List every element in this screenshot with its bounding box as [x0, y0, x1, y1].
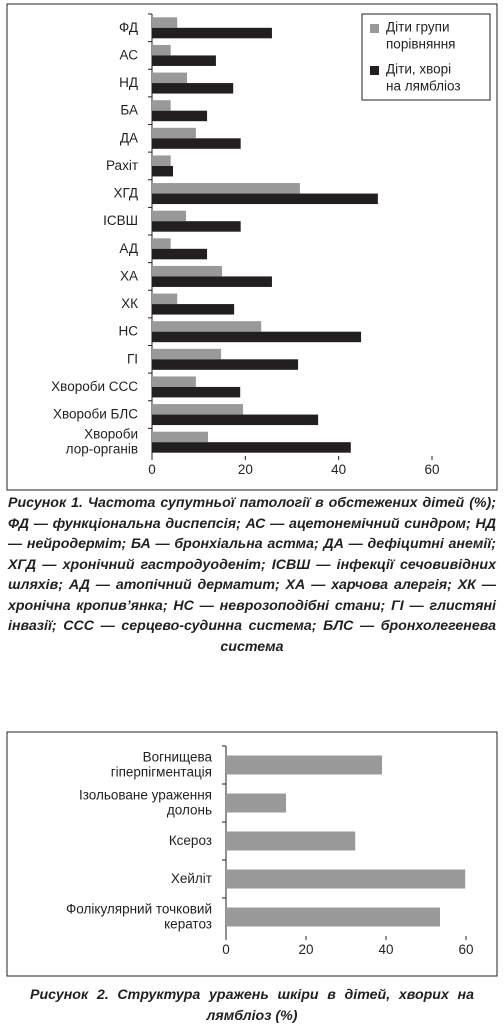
bar: [152, 44, 171, 56]
bar: [152, 348, 222, 360]
bar: [152, 193, 378, 205]
bar: [152, 210, 187, 222]
y-tick-label: Ізольоване ураження долонь: [79, 787, 212, 817]
legend-label: Діти, хворі на лямбліоз: [386, 61, 461, 93]
y-tick-label: ДА: [120, 130, 138, 145]
figure-caption: Рисунок 2. Структура уражень шкіри в діт…: [30, 987, 474, 1024]
bar: [152, 55, 216, 66]
bar: [152, 72, 187, 84]
y-tick-label: ІСВШ: [103, 213, 138, 228]
chart-frame: [6, 3, 498, 491]
y-tick-label: БА: [120, 102, 138, 117]
bar: [152, 414, 319, 426]
x-tick-label: 60: [458, 942, 473, 957]
y-tick-label: Ксероз: [169, 833, 212, 848]
bar: [152, 404, 243, 415]
legend-swatch: [370, 66, 379, 75]
x-tick-label: 0: [148, 462, 156, 477]
x-tick-label: 0: [222, 942, 230, 957]
bar: [152, 83, 234, 94]
x-tick-label: 40: [378, 942, 393, 957]
bar: [152, 321, 262, 332]
y-tick-label: НС: [119, 323, 139, 338]
bar: [152, 165, 173, 177]
bar: [152, 442, 351, 453]
bar: [226, 907, 440, 927]
bar: [152, 293, 178, 305]
bar: [226, 831, 356, 851]
bar: [152, 331, 362, 343]
y-tick-label: ХК: [121, 296, 138, 311]
bar: [152, 155, 171, 166]
bar: [152, 221, 241, 232]
bar: [152, 386, 241, 398]
legend-label: Діти групи порівняння: [386, 19, 455, 51]
x-tick-label: 60: [424, 462, 439, 477]
bar: [226, 869, 466, 889]
chart: 0 20 40 60 ФД АС НД БА ДА Рахіт ХГД ІСВШ АД ХА ХК НС ГІ Х…: [6, 3, 498, 491]
bar: [152, 238, 171, 249]
legend-swatch: [370, 24, 379, 33]
bar: [152, 27, 272, 39]
y-tick-label: ХГД: [113, 185, 138, 200]
bar: [152, 110, 208, 122]
y-tick-label: Хвороби БЛС: [53, 406, 138, 421]
bar: [152, 376, 196, 387]
x-tick-label: 20: [298, 942, 313, 957]
bar: [152, 100, 171, 111]
y-tick-label: Хвороби лор-органів: [66, 426, 138, 456]
bar: [152, 265, 222, 277]
y-tick-label: Хвороби ССС: [51, 379, 138, 394]
y-tick-label: АС: [120, 47, 139, 62]
bar: [152, 138, 241, 149]
legend-box: [361, 13, 491, 101]
x-tick-label: 20: [238, 462, 253, 477]
y-tick-label: Вогнищева гіперпігментація: [111, 749, 213, 779]
bar: [152, 127, 196, 139]
bar: [152, 183, 300, 194]
bar: [152, 276, 272, 287]
figure-caption: Рисунок 1. Частота супутньої патології в…: [8, 495, 496, 655]
y-tick-label: Рахіт: [106, 158, 138, 173]
y-tick-label: ХА: [120, 268, 138, 283]
bar: [152, 304, 235, 315]
bar: [226, 755, 382, 775]
chart-frame: [6, 731, 498, 977]
y-tick-label: ФД: [119, 19, 138, 34]
y-tick-label: АД: [119, 240, 138, 255]
y-tick-label: Фолікулярний точковий кератоз: [66, 901, 212, 931]
y-tick-label: ГІ: [127, 351, 138, 366]
bar: [226, 793, 286, 813]
y-tick-label: Хейліт: [171, 871, 212, 886]
bar: [152, 248, 208, 260]
bar: [152, 359, 299, 370]
x-tick-label: 40: [331, 462, 346, 477]
bar: [152, 431, 208, 443]
y-tick-label: НД: [119, 75, 138, 90]
bar: [152, 17, 178, 28]
chart: 0 20 40 60 Вогнищева гіперпігментація Ізольова…: [6, 731, 498, 977]
